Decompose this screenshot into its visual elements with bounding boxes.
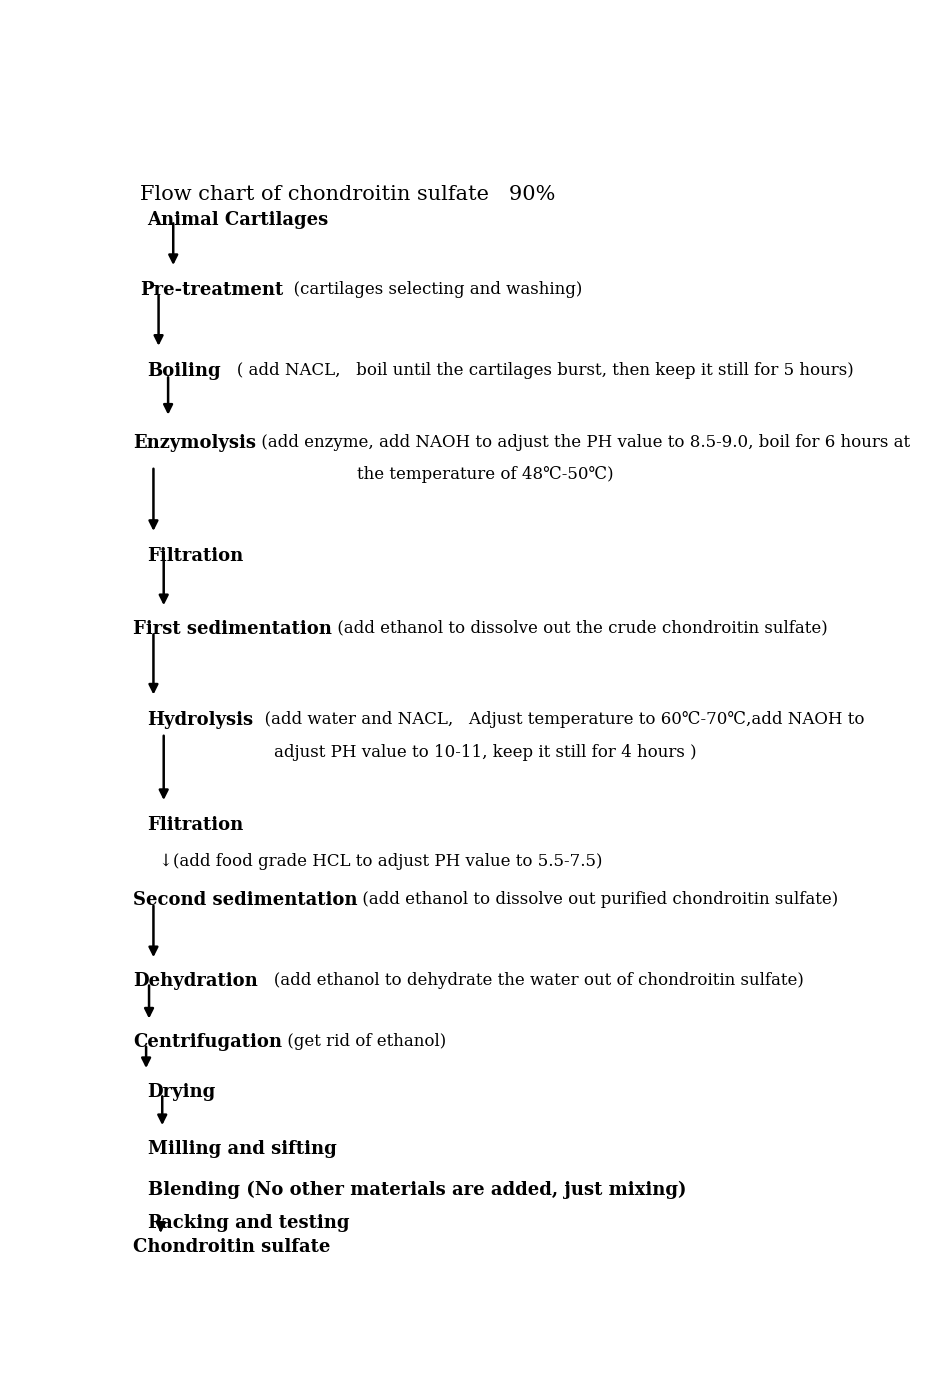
Text: First sedimentation: First sedimentation (132, 619, 332, 637)
Text: Packing and testing: Packing and testing (148, 1213, 349, 1232)
Text: (add water and NACL,   Adjust temperature to 60℃-70℃,add NAOH to: (add water and NACL, Adjust temperature … (254, 712, 865, 728)
Text: Milling and sifting: Milling and sifting (148, 1139, 337, 1158)
Text: Hydrolysis: Hydrolysis (148, 712, 254, 730)
Text: (get rid of ethanol): (get rid of ethanol) (282, 1033, 447, 1050)
Text: ( add NACL,   boil until the cartilages burst, then keep it still for 5 hours): ( add NACL, boil until the cartilages bu… (221, 362, 854, 379)
Text: the temperature of 48℃-50℃): the temperature of 48℃-50℃) (357, 466, 613, 482)
Text: Boiling: Boiling (148, 362, 221, 379)
Text: Pre-treatment: Pre-treatment (140, 281, 284, 299)
Text: Flitration: Flitration (148, 816, 244, 833)
Text: adjust PH value to 10-11, keep it still for 4 hours ): adjust PH value to 10-11, keep it still … (273, 744, 696, 761)
Text: Flow chart of chondroitin sulfate   90%: Flow chart of chondroitin sulfate 90% (140, 185, 555, 204)
Text: (add ethanol to dissolve out purified chondroitin sulfate): (add ethanol to dissolve out purified ch… (358, 891, 839, 909)
Text: Second sedimentation: Second sedimentation (132, 891, 358, 909)
Text: ↓(add food grade HCL to adjust PH value to 5.5-7.5): ↓(add food grade HCL to adjust PH value … (159, 853, 602, 871)
Text: (add ethanol to dissolve out the crude chondroitin sulfate): (add ethanol to dissolve out the crude c… (332, 619, 828, 637)
Text: Chondroitin sulfate: Chondroitin sulfate (132, 1237, 330, 1255)
Text: Blending (No other materials are added, just mixing): Blending (No other materials are added, … (148, 1181, 686, 1199)
Text: Dehydration: Dehydration (132, 972, 257, 990)
Text: (add enzyme, add NAOH to adjust the PH value to 8.5-9.0, boil for 6 hours at: (add enzyme, add NAOH to adjust the PH v… (256, 433, 910, 450)
Text: Drying: Drying (148, 1082, 216, 1100)
Text: (add ethanol to dehydrate the water out of chondroitin sulfate): (add ethanol to dehydrate the water out … (257, 972, 803, 988)
Text: Enzymolysis: Enzymolysis (132, 433, 256, 452)
Text: Centrifugation: Centrifugation (132, 1033, 282, 1051)
Text: Filtration: Filtration (148, 547, 244, 565)
Text: Animal Cartilages: Animal Cartilages (148, 211, 329, 229)
Text: (cartilages selecting and washing): (cartilages selecting and washing) (284, 281, 583, 298)
